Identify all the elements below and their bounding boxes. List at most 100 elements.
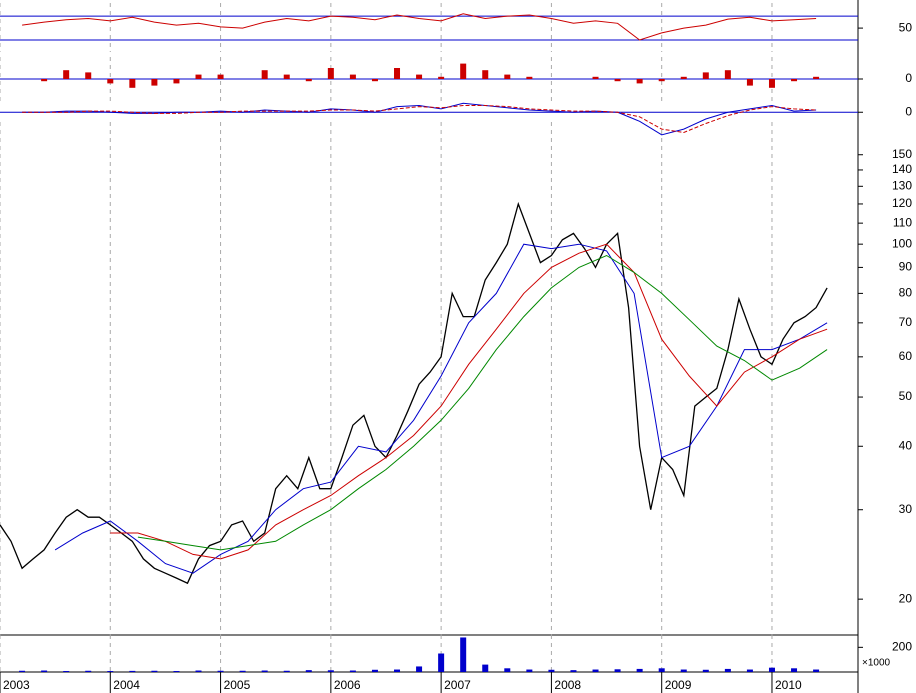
bar [680, 669, 687, 672]
y-tick-label: 60 [899, 349, 913, 363]
bar [813, 76, 820, 79]
bar [746, 669, 753, 672]
x-tick-label: 2004 [113, 678, 140, 692]
bar [63, 70, 70, 79]
y-tick-label: 140 [892, 162, 912, 176]
y-tick-label: 150 [892, 147, 912, 161]
bar [416, 74, 423, 79]
y-tick-label: 0 [905, 104, 912, 118]
bar [151, 79, 158, 86]
bar [592, 669, 599, 672]
bar [658, 668, 665, 672]
bar [746, 79, 753, 86]
bar [614, 79, 621, 82]
x-tick-label: 2003 [3, 678, 30, 692]
bar [261, 670, 268, 672]
bar [570, 670, 577, 672]
bar [371, 669, 378, 672]
series-line [0, 201, 828, 585]
bar [438, 76, 445, 79]
bar [724, 668, 731, 672]
bar [504, 668, 511, 672]
y-tick-label: 80 [899, 286, 913, 300]
x-tick-label: 2008 [554, 678, 581, 692]
y-tick-label: 20 [899, 591, 913, 605]
bar [107, 79, 114, 84]
bar [394, 68, 401, 79]
y-tick-label: 130 [892, 178, 912, 192]
bar [327, 670, 334, 672]
y-tick-label: 90 [899, 260, 913, 274]
y-tick-label: 50 [899, 20, 913, 34]
bar [239, 670, 246, 672]
y-tick-label: 40 [899, 438, 913, 452]
series-line [22, 13, 817, 41]
x-tick-label: 2010 [775, 678, 802, 692]
bar [791, 668, 798, 672]
bar [636, 79, 643, 84]
y-tick-label: 50 [899, 389, 913, 403]
bar [151, 670, 158, 672]
bar [658, 79, 665, 82]
series-line [22, 105, 817, 134]
bar [791, 79, 798, 82]
bar [195, 74, 202, 79]
bar [283, 670, 290, 672]
bar [19, 670, 26, 672]
bar [217, 74, 224, 79]
bar [460, 637, 467, 672]
bar [261, 70, 268, 79]
bar [85, 72, 92, 79]
bar [526, 76, 533, 79]
series-line [54, 243, 828, 574]
bar [41, 670, 48, 672]
bar [768, 667, 775, 672]
bar [107, 671, 114, 672]
bar [129, 670, 136, 672]
bar [349, 670, 356, 672]
bar [438, 653, 445, 672]
bar [305, 670, 312, 672]
bar [614, 669, 621, 672]
bar [724, 70, 731, 79]
bar [460, 63, 467, 79]
bar [371, 79, 378, 82]
bar [305, 79, 312, 82]
y-tick-label: 0 [905, 71, 912, 85]
y-tick-label: 200 [892, 640, 912, 654]
bar [195, 670, 202, 672]
y-tick-label: 100 [892, 236, 912, 250]
y-tick-label: 70 [899, 315, 913, 329]
series-line [110, 243, 828, 560]
bar [526, 669, 533, 672]
y-tick-label: 110 [893, 215, 912, 229]
bar [768, 79, 775, 88]
unit-label: ×1000 [862, 658, 891, 669]
bar [482, 664, 489, 672]
bar [636, 668, 643, 672]
y-tick-label: 120 [892, 196, 912, 210]
bar [680, 76, 687, 79]
bar [63, 671, 70, 672]
bar [592, 76, 599, 79]
bar [349, 74, 356, 79]
bar [283, 74, 290, 79]
bar [548, 669, 555, 672]
x-tick-label: 2007 [444, 678, 471, 692]
x-tick-label: 2006 [334, 678, 361, 692]
bar [85, 670, 92, 672]
bar [813, 669, 820, 672]
series-line [137, 254, 828, 551]
bar [173, 79, 180, 84]
bar [41, 79, 48, 82]
x-tick-label: 2009 [665, 678, 692, 692]
bar [217, 670, 224, 672]
bar [173, 671, 180, 672]
bar [129, 79, 136, 88]
x-tick-label: 2005 [224, 678, 251, 692]
bar [327, 68, 334, 79]
bar [482, 70, 489, 79]
bar [702, 669, 709, 672]
